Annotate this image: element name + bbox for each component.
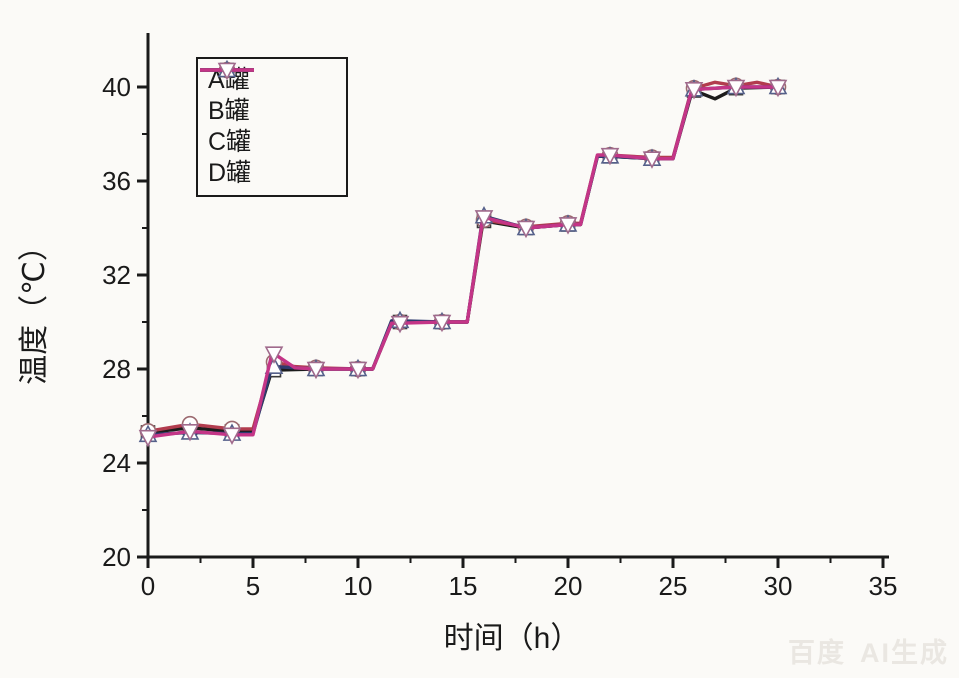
x-tick-label: 15 (449, 571, 478, 601)
marker-triangle-down (348, 361, 368, 380)
legend-label: B罐 (208, 97, 250, 125)
y-tick-label: 36 (102, 166, 131, 196)
marker-triangle-down (684, 82, 704, 100)
watermark-label: AI生成 (860, 638, 949, 668)
x-axis-title: 时间（h） (444, 622, 581, 655)
marker-triangle-down (642, 151, 662, 169)
marker-triangle-down (306, 361, 326, 380)
y-tick-label: 32 (102, 260, 131, 290)
y-tick-label: 28 (102, 354, 131, 384)
legend-label: D罐 (208, 159, 252, 187)
watermark-brand: 百度 (788, 638, 846, 668)
axes: 0 5 10 15 20 25 30 35 20 24 28 32 36 40 (102, 33, 897, 601)
x-tick-label: 20 (554, 571, 583, 601)
marker-triangle-down (138, 429, 158, 448)
marker-triangle-down (390, 315, 410, 334)
marker-triangle-down (180, 423, 200, 442)
legend-item-d: D罐 (200, 62, 336, 187)
marker-triangle-down (217, 62, 237, 81)
legend-item-b: B罐 (200, 61, 336, 125)
y-tick-label: 40 (102, 72, 131, 102)
x-tick-label: 5 (246, 571, 260, 601)
marker-triangle-down (516, 220, 536, 239)
marker-triangle-down (726, 79, 746, 98)
marker-triangle-down (768, 79, 788, 98)
marker-triangle-down (474, 210, 494, 228)
legend-sample-triangle-down-icon (200, 62, 254, 81)
x-tick-label: 30 (764, 571, 793, 601)
series-layer (138, 76, 788, 448)
x-tick-label: 10 (344, 571, 373, 601)
marker-triangle-down (264, 346, 284, 364)
x-tick-label: 25 (659, 571, 688, 601)
series-d (138, 79, 788, 448)
legend-item-c: C罐 (200, 59, 336, 156)
marker-triangle-down (558, 217, 578, 235)
watermark: 百度 AI生成 (788, 631, 949, 670)
marker-triangle-down (222, 427, 242, 445)
legend-label: C罐 (208, 128, 252, 156)
x-tick-label: 35 (869, 571, 898, 601)
marker-triangle-down (432, 314, 452, 333)
legend: A罐 B罐 C罐 D罐 (196, 57, 348, 197)
y-tick-label: 20 (102, 542, 131, 572)
marker-triangle-down (600, 147, 620, 166)
x-tick-label: 0 (141, 571, 155, 601)
y-axis-title: 温度（℃） (18, 231, 51, 385)
y-tick-label: 24 (102, 448, 131, 478)
